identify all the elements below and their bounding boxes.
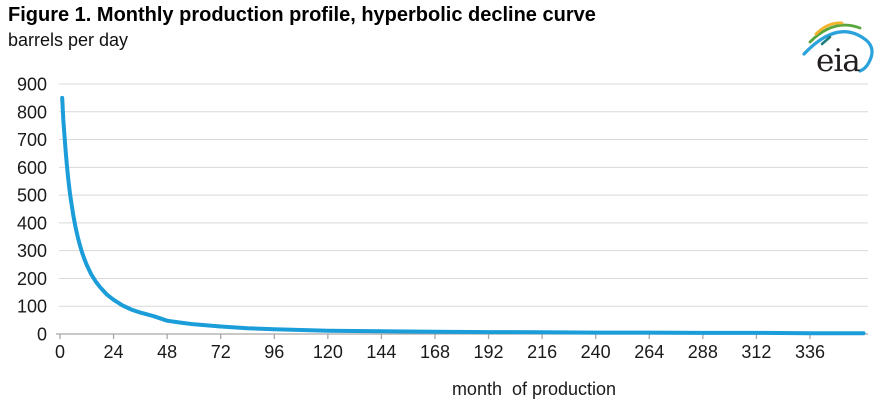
y-tick-label-800: 800: [17, 102, 47, 122]
x-axis-title: month of production: [451, 379, 617, 399]
y-tick-label-0: 0: [37, 325, 47, 345]
x-tick-label-96: 96: [264, 342, 284, 362]
x-tick-label-312: 312: [741, 342, 771, 362]
x-tick-label-48: 48: [157, 342, 177, 362]
x-tick-label-216: 216: [527, 342, 557, 362]
x-tick-label-120: 120: [313, 342, 343, 362]
x-tick-label-264: 264: [634, 342, 664, 362]
x-tick-label-24: 24: [104, 342, 124, 362]
logo-e-accent: [820, 35, 832, 46]
y-tick-label-500: 500: [17, 186, 47, 206]
figure-title: Figure 1. Monthly production profile, hy…: [8, 4, 596, 26]
y-tick-label-200: 200: [17, 269, 47, 289]
x-tick-label-0: 0: [55, 342, 65, 362]
x-tick-label-192: 192: [474, 342, 504, 362]
x-tick-label-240: 240: [581, 342, 611, 362]
eia-logo-text: eia: [816, 43, 861, 79]
y-tick-label-900: 900: [17, 75, 47, 95]
x-tick-label-168: 168: [420, 342, 450, 362]
y-tick-label-700: 700: [17, 130, 47, 150]
y-tick-label-400: 400: [17, 213, 47, 233]
y-tick-label-600: 600: [17, 158, 47, 178]
y-tick-label-300: 300: [17, 241, 47, 261]
logo-green-arc: [808, 23, 862, 44]
x-tick-label-288: 288: [688, 342, 718, 362]
x-tick-label-144: 144: [366, 342, 396, 362]
x-tick-label-72: 72: [211, 342, 231, 362]
x-tick-label-336: 336: [795, 342, 825, 362]
logo-blue-arc: [802, 30, 874, 73]
series-line-0: [60, 95, 866, 336]
eia-logo: eia: [798, 16, 884, 80]
figure-units-label: barrels per day: [8, 30, 129, 50]
y-tick-label-100: 100: [17, 297, 47, 317]
logo-yellow-arc: [814, 21, 844, 36]
eia-logo-swoosh: [802, 21, 874, 73]
